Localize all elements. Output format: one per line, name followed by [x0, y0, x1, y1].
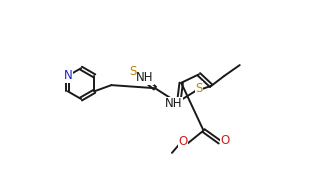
Text: O: O — [221, 134, 230, 147]
Text: S: S — [129, 65, 137, 78]
Text: N: N — [63, 69, 72, 82]
Text: S: S — [195, 82, 203, 95]
Text: NH: NH — [165, 97, 182, 110]
Text: NH: NH — [136, 71, 153, 84]
Text: O: O — [178, 135, 187, 148]
